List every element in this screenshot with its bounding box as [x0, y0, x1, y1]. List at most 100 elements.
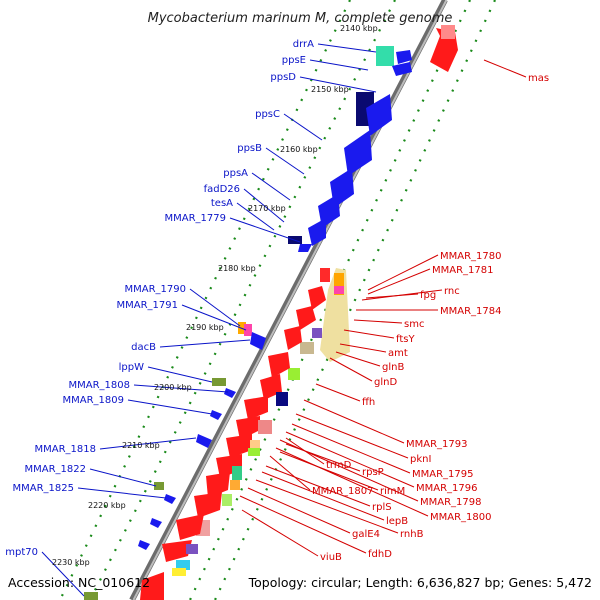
leader-ppsc [283, 113, 323, 141]
gene-label-fpg[interactable]: fpg [420, 290, 436, 301]
leader-mmar-1822 [89, 468, 157, 487]
gene-label-drra[interactable]: drrA [293, 39, 314, 50]
gene-label-ftsy[interactable]: ftsY [396, 334, 415, 345]
kbp-label: 2210 kbp [122, 441, 160, 450]
kbp-label: 2180 kbp [218, 264, 256, 273]
leader-viub [241, 509, 319, 557]
leader-mmar-1793 [303, 399, 405, 444]
feature-track [84, 25, 458, 600]
gene-label-mas[interactable]: mas [528, 73, 549, 84]
gene-label-rpsp[interactable]: rpsP [362, 467, 384, 478]
gene-label-lepb[interactable]: lepB [386, 516, 408, 527]
leader-mmar-1796 [285, 431, 415, 488]
gene-label-mmar-1784[interactable]: MMAR_1784 [440, 306, 502, 317]
rpls-feature [232, 466, 242, 480]
glnb-feature [300, 342, 314, 354]
gene-label-mmar-1780[interactable]: MMAR_1780 [440, 251, 502, 262]
gene-label-rimm[interactable]: rimM [380, 486, 405, 497]
gene-label-mmar-1798[interactable]: MMAR_1798 [420, 497, 482, 508]
mmar-1780-feature [320, 268, 330, 282]
rnhb-feature [206, 472, 230, 498]
mmar-1793-feature [268, 352, 290, 378]
leader-lppw [147, 366, 213, 383]
purple-feature [186, 544, 198, 554]
rnc-feature [334, 273, 344, 295]
gene-label-rpls[interactable]: rplS [372, 502, 392, 513]
leader-smc [353, 319, 403, 324]
mmar-1809-feature [210, 410, 222, 420]
leader-fdhd [239, 495, 367, 554]
kbp-label: 2190 kbp [186, 323, 224, 332]
gene-label-rnhb[interactable]: rnhB [400, 529, 424, 540]
gene-label-mmar-1790[interactable]: MMAR_1790 [125, 284, 187, 295]
gene-label-mmar-1809[interactable]: MMAR_1809 [63, 395, 125, 406]
gene-label-smc[interactable]: smc [404, 319, 424, 330]
gene-label-mmar-1808[interactable]: MMAR_1808 [69, 380, 131, 391]
leader-mmar-1795 [291, 423, 411, 474]
gene-label-mmar-1807[interactable]: MMAR_1807 [312, 486, 374, 497]
gene-label-amt[interactable]: amt [388, 348, 408, 359]
accession-text: Accession: NC_010612 [8, 575, 150, 590]
gene-label-mmar-1793[interactable]: MMAR_1793 [406, 439, 468, 450]
leader-mmar-1809 [127, 399, 213, 415]
leader-rpls [265, 465, 371, 507]
blue-feature-c [138, 540, 150, 550]
leader-rnc [361, 289, 443, 301]
gene-label-gale4[interactable]: galE4 [352, 529, 380, 540]
lppw-feature [212, 378, 226, 386]
gene-label-mmar-1781[interactable]: MMAR_1781 [432, 265, 494, 276]
gene-label-ppsc[interactable]: ppsC [255, 109, 280, 120]
gene-label-glnb[interactable]: glnB [382, 362, 404, 373]
gene-label-mmar-1822[interactable]: MMAR_1822 [25, 464, 87, 475]
kbp-label: 2220 kbp [88, 501, 126, 510]
leader-ffh [315, 383, 361, 402]
mas-feature-top [441, 25, 455, 39]
leader-dacb [159, 339, 251, 348]
gene-label-mmar-1818[interactable]: MMAR_1818 [35, 444, 97, 455]
gene-label-ppsb[interactable]: ppsB [237, 143, 262, 154]
gene-label-rnc[interactable]: rnc [444, 286, 460, 297]
leader-mpt70 [41, 551, 85, 597]
gene-label-ppsd[interactable]: ppsD [270, 72, 296, 83]
gene-label-ppse[interactable]: ppsE [282, 55, 306, 66]
red-feature-b [162, 540, 192, 562]
gene-label-mmar-1825[interactable]: MMAR_1825 [13, 483, 75, 494]
gene-label-glnd[interactable]: glnD [374, 377, 397, 388]
gene-label-viub[interactable]: viuB [320, 552, 342, 563]
mmar-1822-feature [154, 482, 164, 490]
gene-label-mpt70[interactable]: mpt70 [5, 547, 38, 558]
gene-label-ffh[interactable]: ffh [362, 397, 375, 408]
mmar-1795-feature [276, 392, 288, 406]
leader-rnhb [255, 479, 399, 534]
gene-label-mmar-1796[interactable]: MMAR_1796 [416, 483, 478, 494]
leader-mmar-1791 [181, 304, 247, 331]
trmd-feature [226, 434, 252, 458]
gene-label-tesa[interactable]: tesA [211, 198, 233, 209]
gene-label-lppw[interactable]: lppW [119, 362, 144, 373]
dacb-feature [250, 332, 266, 350]
genome-summary-text: Topology: circular; Length: 6,636,827 bp… [248, 575, 592, 590]
ppsb-feature [344, 130, 372, 176]
cyan-feature [176, 560, 190, 570]
mpt70-feature [84, 592, 98, 600]
leader-mmar-1780 [367, 254, 439, 291]
gene-label-fdhd[interactable]: fdhD [368, 549, 392, 560]
gene-label-mmar-1779[interactable]: MMAR_1779 [165, 213, 227, 224]
gene-label-mmar-1795[interactable]: MMAR_1795 [412, 469, 474, 480]
gene-label-dacb[interactable]: dacB [131, 342, 156, 353]
gene-label-mmar-1791[interactable]: MMAR_1791 [117, 300, 179, 311]
fpg-feature [334, 286, 344, 294]
gene-label-trmd[interactable]: trmD [326, 460, 352, 471]
blue-feature-b [150, 518, 162, 528]
gene-label-fadd26[interactable]: fadD26 [204, 184, 240, 195]
gene-label-ppsa[interactable]: ppsA [223, 168, 248, 179]
leader-ppsa [251, 172, 291, 201]
kbp-label: 2140 kbp [340, 24, 378, 33]
kbp-label: 2150 kbp [311, 85, 349, 94]
gale4-feature [222, 494, 232, 506]
gene-label-mmar-1800[interactable]: MMAR_1800 [430, 512, 492, 523]
gene-label-pkni[interactable]: pknI [410, 454, 431, 465]
leader-ppsd [299, 76, 377, 93]
leader-gale4 [247, 487, 351, 534]
